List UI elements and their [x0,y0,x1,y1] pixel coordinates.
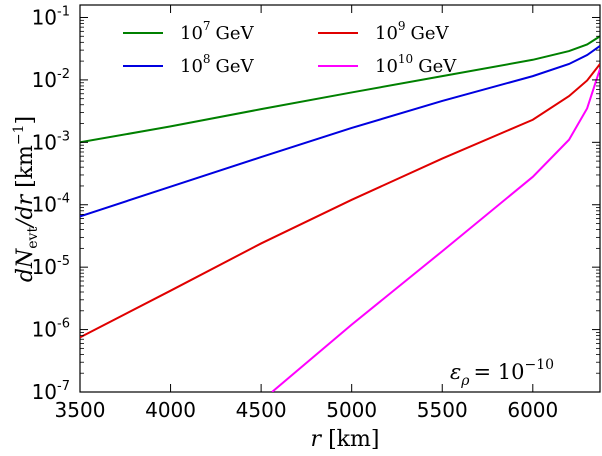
y-tick-label: 10-7 [32,379,70,404]
legend-item-0: 107 GeV [123,19,255,44]
series-line-0 [80,35,600,144]
legend-label: 1010 GeV [375,52,457,77]
y-axis-label: dNevt/dr [km−1] [11,116,41,282]
axis-ticks [79,5,600,393]
series-line-2 [80,63,600,339]
y-tick-label: 10-3 [32,129,70,154]
legend-label: 107 GeV [180,19,255,44]
y-tick-label: 10-4 [32,192,70,217]
series-line-3 [271,68,600,392]
plot-frame [79,4,601,393]
x-tick-label: 6000 [507,398,558,422]
x-tick-labels: 3500 4000 4500 5000 5500 6000 [55,398,559,422]
x-tick-label: 5000 [326,398,377,422]
series-lines [80,35,600,392]
series-line-1 [80,45,600,218]
y-tick-label: 10-2 [32,67,70,92]
x-tick-label: 3500 [55,398,106,422]
y-tick-label: 10-5 [32,254,70,279]
legend: 107 GeV 108 GeV 109 GeV 1010 GeV [123,19,457,77]
x-tick-label: 4500 [236,398,287,422]
y-tick-labels: 10-7 10-6 10-5 10-4 10-3 10-2 10-1 [32,4,70,404]
y-tick-label: 10-6 [32,317,70,342]
x-tick-label: 4000 [145,398,196,422]
legend-item-3: 1010 GeV [318,52,457,77]
legend-label: 109 GeV [375,19,450,44]
x-axis-label: r [km] [311,427,380,452]
legend-item-1: 108 GeV [123,52,255,77]
annotation: ερ = 10−10 [450,357,554,389]
legend-item-2: 109 GeV [318,19,450,44]
y-tick-label: 10-1 [32,4,70,29]
x-tick-label: 5500 [417,398,468,422]
legend-label: 108 GeV [180,52,255,77]
